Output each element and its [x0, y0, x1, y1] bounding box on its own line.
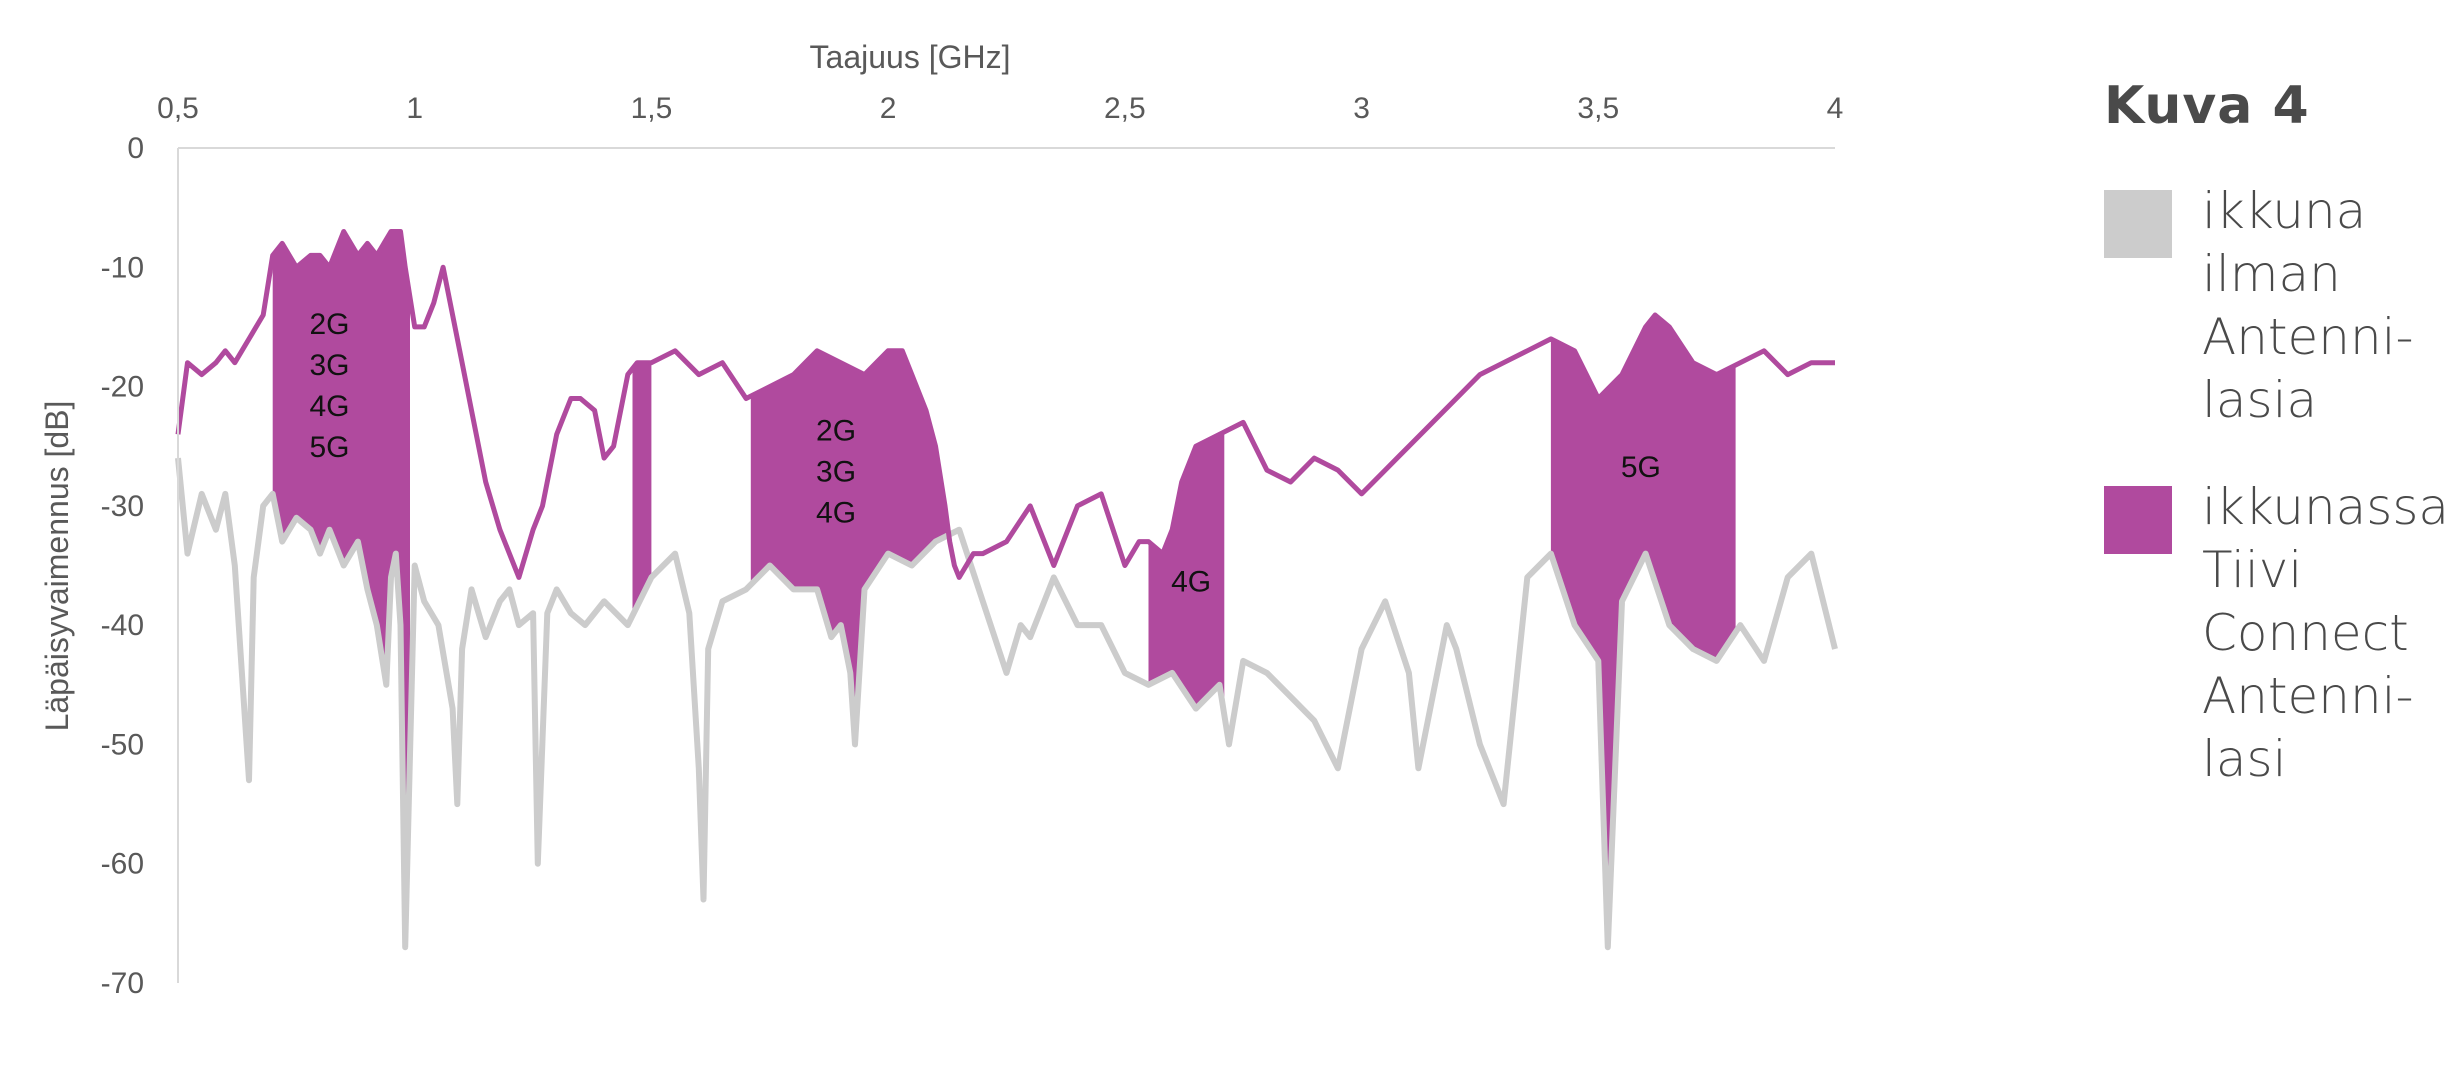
legend-title: Kuva 4 [2104, 76, 2310, 136]
legend-label: ikkunassa Tiivi Connect Antenni-lasi [2202, 478, 2450, 788]
y-tick-label: -40 [101, 609, 144, 642]
y-tick-label: 0 [127, 132, 144, 165]
series-lines [175, 229, 1838, 951]
band-label: 2G 3G 4G [816, 414, 856, 529]
x-tick-label: 4 [1827, 92, 1844, 125]
x-tick-label: 3,5 [1577, 92, 1619, 125]
x-tick-label: 0,5 [157, 92, 199, 125]
band-label: 2G 3G 4G 5G [309, 308, 349, 464]
x-axis-title: Taajuus [GHz] [810, 39, 1011, 75]
legend-item-without-antenna-glass: ikkuna ilman Antenni-lasia [2104, 180, 2458, 432]
chart: 0,5 1 1,5 2 2,5 3 3,5 4 0 -10 -20 -30 -40 -50 -60 -70 2… [39, 39, 1844, 1000]
band-label: 4G [1171, 566, 1211, 599]
legend-swatch-magenta [2104, 486, 2172, 554]
band-fill-2 [750, 350, 950, 741]
y-tick-label: -10 [101, 251, 144, 284]
x-tick-label: 1 [406, 92, 423, 125]
y-tick-label: -50 [101, 728, 144, 761]
band-labels: 2G 3G 4G 5G 2G 3G 4G 4G 5G [309, 308, 1660, 599]
band-fill-4 [1550, 316, 1736, 905]
band-fill-3 [1148, 431, 1225, 715]
y-tick-label: -70 [101, 967, 144, 1000]
series-line-grey [175, 457, 1838, 951]
legend: Kuva 4 ikkuna ilman Antenni-lasia ikkuna… [2104, 76, 2458, 835]
y-axis-title: Läpäisyvaimennus [dB] [39, 401, 75, 732]
legend-label: ikkuna ilman Antenni-lasia [2202, 182, 2414, 429]
x-tick-label: 3 [1353, 92, 1370, 125]
shaded-bands [272, 231, 1736, 905]
y-tick-label: -20 [101, 371, 144, 404]
y-tick-label: -30 [101, 490, 144, 523]
x-tick-label: 1,5 [631, 92, 673, 125]
axes: 0,5 1 1,5 2 2,5 3 3,5 4 0 -10 -20 -30 -40 -50 -60 -70 [101, 92, 1844, 1000]
band-fill-1 [632, 362, 652, 616]
legend-swatch-grey [2104, 190, 2172, 258]
x-tick-label: 2,5 [1104, 92, 1146, 125]
y-tick-label: -60 [101, 848, 144, 881]
x-tick-label: 2 [880, 92, 897, 125]
band-fill-0 [272, 231, 410, 895]
series-line-magenta [175, 229, 1835, 580]
legend-item-with-antenna-glass: ikkunassa Tiivi Connect Antenni-lasi [2104, 476, 2458, 791]
band-label: 5G [1621, 451, 1661, 484]
